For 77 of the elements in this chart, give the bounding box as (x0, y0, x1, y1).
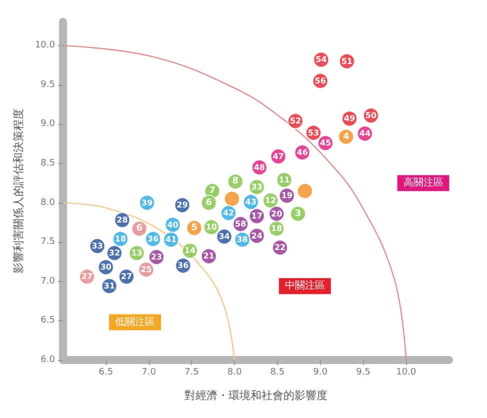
annotation: 53 (308, 128, 320, 138)
annotation: 5 (191, 222, 198, 233)
x-tick-label: 8.5 (270, 368, 285, 378)
y-tick-label: 8.0 (40, 198, 56, 208)
annotation: 25 (140, 265, 152, 274)
annotation: 33 (251, 182, 262, 192)
annotation: 54 (316, 55, 328, 64)
annotation: 42 (222, 208, 234, 218)
point (296, 183, 313, 199)
annotation: 50 (365, 111, 377, 120)
annotation: 8 (232, 176, 239, 187)
annotation: 6 (206, 198, 212, 208)
x-tick-label: 7.5 (184, 368, 199, 378)
annotation: 58 (234, 220, 247, 229)
annotation: 33 (92, 242, 103, 251)
annotation: 6 (136, 224, 142, 234)
annotation: 30 (100, 262, 112, 272)
y-tick-label: 8.5 (40, 158, 55, 168)
annotation: 36 (178, 261, 190, 270)
annotation: 49 (344, 114, 356, 124)
point (224, 190, 240, 207)
annotation: 56 (314, 76, 326, 86)
annotation: 27 (120, 272, 132, 282)
annotation: 46 (296, 148, 308, 157)
y-axis-title: 影響利害關係人的評估和決策程度 (12, 108, 26, 274)
annotation: 23 (150, 252, 162, 262)
y-tick-label: 10.0 (34, 40, 56, 51)
y-tick-label: 6.0 (40, 355, 56, 365)
y-tick-label: 7.5 (40, 237, 55, 248)
annotation: 14 (184, 246, 196, 256)
annotation: 中關注區 (284, 280, 325, 292)
y-tick-label: 6.5 (40, 316, 55, 326)
x-tick-label: 9.0 (313, 368, 328, 378)
x-tick-label: 8.0 (227, 368, 242, 378)
annotation: 4 (342, 132, 350, 142)
y-tick-label: 9.5 (40, 80, 55, 90)
x-tick-label: 10.0 (396, 368, 416, 378)
annotation: 51 (341, 56, 353, 66)
annotation: 7 (209, 186, 216, 196)
annotation: 24 (251, 231, 263, 240)
annotation: 3 (294, 208, 302, 219)
annotation: 39 (141, 198, 154, 208)
annotation: 21 (203, 252, 215, 261)
x-axis-title: 對經濟・環境和社會的影響度 (184, 389, 328, 402)
annotation: 47 (272, 152, 284, 161)
annotation: 48 (254, 162, 266, 172)
annotation: 19 (281, 191, 293, 200)
annotation: 44 (359, 129, 371, 138)
annotation: 20 (271, 209, 283, 218)
x-tick-label: 9.5 (356, 368, 370, 378)
annotation: 29 (176, 200, 188, 210)
annotation: 41 (166, 235, 178, 244)
x-tick-label: 7.0 (142, 368, 156, 378)
annotation: 36 (147, 234, 160, 244)
x-tick-label: 6.5 (98, 368, 114, 378)
annotation: 17 (251, 212, 262, 221)
annotation: 31 (104, 282, 116, 291)
annotation: 11 (278, 175, 290, 184)
annotation: 10 (206, 222, 218, 232)
annotation: 38 (236, 235, 248, 244)
annotation: 22 (274, 243, 286, 252)
annotation: 45 (320, 138, 332, 148)
annotation: 40 (167, 220, 179, 230)
annotation: 52 (290, 116, 302, 126)
annotation: 12 (265, 196, 276, 205)
annotation: 18 (114, 234, 126, 244)
annotation: 高關注區 (403, 176, 444, 189)
annotation: 低關注區 (115, 316, 156, 328)
y-tick-label: 9.0 (40, 119, 56, 130)
annotation: 43 (245, 198, 256, 207)
annotation: 28 (116, 216, 128, 225)
annotation: 34 (218, 232, 230, 242)
annotation: 13 (131, 248, 142, 258)
annotation: 27 (81, 272, 93, 282)
annotation: 18 (271, 224, 283, 234)
y-tick-label: 7.0 (40, 276, 56, 286)
annotation: 32 (108, 248, 120, 258)
